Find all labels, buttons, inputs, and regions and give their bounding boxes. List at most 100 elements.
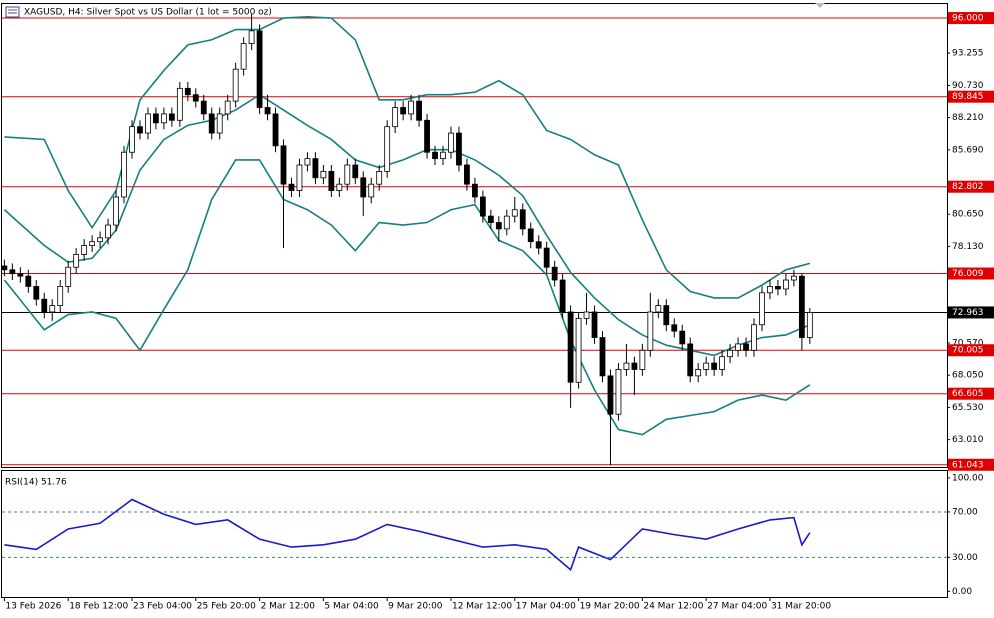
- candle-body: [113, 196, 119, 226]
- chart-title: XAGUSD, H4: Silver Spot vs US Dollar (1 …: [24, 8, 272, 18]
- x-tick-label: 27 Mar 04:00: [707, 602, 767, 612]
- candle-body: [559, 279, 566, 313]
- candle-body: [153, 113, 159, 124]
- candle-body: [81, 245, 88, 255]
- series-line: [4, 15, 811, 299]
- level-label-box: [948, 344, 994, 357]
- candle-body: [320, 171, 327, 179]
- candle-body: [312, 158, 319, 179]
- candle-body: [775, 286, 781, 290]
- y-tick-label: 68.050: [952, 371, 984, 381]
- candle-body: [97, 237, 103, 243]
- candle-body: [208, 113, 215, 134]
- candle-body: [759, 292, 765, 326]
- candle-body: [591, 311, 598, 338]
- candle-body: [790, 275, 797, 281]
- level-label: 61.043: [952, 460, 984, 470]
- y-tick-label: 80.650: [952, 210, 984, 220]
- level-label: 72.963: [952, 308, 984, 318]
- candle-body: [551, 266, 558, 281]
- candle-body: [495, 222, 502, 230]
- rsi-title: RSI(14) 51.76: [5, 478, 67, 488]
- level-label-box: [948, 90, 994, 103]
- candle-body: [719, 356, 726, 370]
- candle-body: [567, 311, 574, 383]
- candle-body: [336, 183, 343, 191]
- rsi-panel: [1, 470, 948, 598]
- candle-body: [695, 369, 702, 377]
- x-tick-label: 24 Mar 12:00: [643, 602, 703, 612]
- candle-body: [671, 324, 678, 332]
- candle-body: [464, 164, 470, 185]
- candle-body: [248, 30, 255, 45]
- candle-body: [703, 362, 710, 370]
- y-tick-label: 0.00: [952, 587, 972, 597]
- x-tick-label: 23 Feb 04:00: [133, 602, 192, 612]
- level-label: 89.845: [952, 92, 984, 102]
- candle-body: [727, 349, 733, 358]
- candle-body: [121, 151, 127, 198]
- candle-body: [224, 100, 231, 115]
- symbol-icon: [5, 6, 20, 18]
- candle-body: [240, 43, 247, 70]
- candle-body: [519, 209, 526, 230]
- x-tick-label: 12 Mar 12:00: [452, 602, 512, 612]
- candle-body: [304, 158, 311, 166]
- candle-body: [89, 241, 96, 246]
- series-line: [3, 159, 811, 436]
- candle-body: [192, 94, 199, 102]
- candle-body: [288, 183, 295, 191]
- candle-body: [639, 349, 646, 370]
- y-tick-label: 70.00: [952, 507, 978, 517]
- level-label: 82.802: [952, 182, 984, 192]
- candle-body: [456, 132, 462, 166]
- y-tick-label: 65.530: [952, 403, 984, 413]
- candle-body: [623, 362, 630, 370]
- candle-body: [352, 164, 359, 179]
- candle-body: [200, 100, 207, 115]
- candle-body: [655, 305, 662, 313]
- candle-body: [41, 298, 48, 313]
- candle-body: [344, 164, 351, 185]
- candle-body: [256, 30, 263, 108]
- level-label-box: [948, 458, 994, 471]
- candle-body: [743, 343, 749, 351]
- candle-body: [264, 107, 271, 115]
- main-panel: [1, 3, 948, 468]
- candle-body: [1, 265, 8, 271]
- candle-body: [663, 305, 670, 326]
- candle-body: [105, 224, 111, 239]
- candle-body: [806, 312, 813, 338]
- candle-body: [575, 317, 582, 383]
- scroll-marker: [815, 3, 825, 8]
- candle-body: [471, 183, 478, 198]
- candle-body: [216, 113, 223, 134]
- y-tick-label: 70.570: [952, 339, 984, 349]
- y-tick-label: 93.255: [952, 49, 984, 59]
- candle-body: [360, 177, 367, 198]
- y-tick-label: 90.730: [952, 81, 984, 91]
- y-tick-label: 85.690: [952, 145, 984, 155]
- candle-body: [65, 266, 72, 287]
- candle-body: [543, 247, 550, 268]
- candle-body: [599, 337, 606, 377]
- candle-body: [416, 100, 422, 121]
- x-tick-label: 19 Mar 20:00: [580, 602, 640, 612]
- candle-body: [232, 68, 239, 102]
- candle-body: [783, 279, 789, 290]
- candle-body: [583, 311, 590, 319]
- candle-body: [424, 119, 430, 153]
- candle-body: [527, 228, 534, 243]
- candle-body: [400, 107, 407, 115]
- candle-body: [49, 305, 56, 313]
- candle-body: [432, 151, 438, 160]
- candle-body: [33, 286, 40, 300]
- level-label: 66.605: [952, 389, 984, 399]
- candle-body: [328, 171, 335, 191]
- candle-body: [25, 275, 32, 287]
- candle-body: [160, 113, 167, 124]
- candle-body: [631, 362, 638, 370]
- x-tick-label: 31 Mar 20:00: [771, 602, 831, 612]
- candle-body: [145, 113, 151, 134]
- x-tick-label: 17 Mar 04:00: [516, 602, 576, 612]
